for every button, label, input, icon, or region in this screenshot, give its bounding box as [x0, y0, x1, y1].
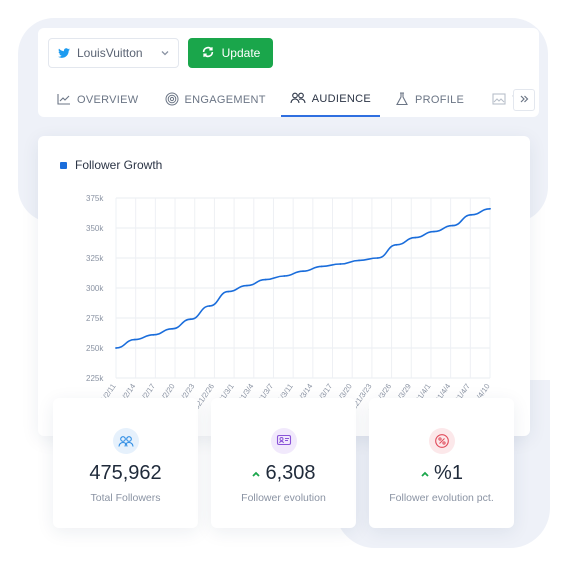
- y-tick-label: 275k: [86, 314, 104, 323]
- stat-value: %1: [369, 462, 514, 485]
- stat-value-text: 475,962: [89, 462, 162, 484]
- series-line: [115, 208, 491, 349]
- chat-user-icon: [270, 428, 297, 454]
- data-point: [246, 284, 248, 287]
- tab-label: PROFILE: [414, 94, 465, 106]
- chevron-double-right-icon: [519, 91, 529, 109]
- stat-card-follower-evolution-pct: %1 Follower evolution pct.: [369, 398, 514, 528]
- data-point: [320, 265, 323, 268]
- trend-icon: [57, 93, 71, 108]
- stat-label: Follower evolution: [241, 492, 326, 504]
- stat-label: Total Followers: [90, 492, 161, 504]
- flask-icon: [395, 91, 409, 109]
- tab-label: ENGAGEMENT: [184, 94, 266, 106]
- users-icon: [290, 92, 306, 107]
- data-point: [115, 347, 117, 349]
- twitter-icon: [57, 46, 71, 60]
- legend-swatch: [60, 161, 67, 169]
- stat-value-text: 6,308: [265, 462, 316, 484]
- update-label: Update: [221, 46, 261, 60]
- follower-growth-chart: 375k350k325k300k275k250k225k2021/2/11202…: [86, 194, 492, 414]
- data-point: [171, 327, 174, 330]
- data-point: [302, 270, 304, 273]
- top-toolbar: LouisVuitton Update OVERVIEW ENGAGEMENT: [38, 28, 539, 117]
- account-name: LouisVuitton: [77, 46, 143, 60]
- data-point: [189, 318, 192, 321]
- y-tick-label: 250k: [86, 344, 104, 353]
- refresh-icon: [201, 45, 215, 62]
- tab-overview[interactable]: OVERVIEW: [48, 83, 148, 117]
- data-point: [264, 278, 267, 281]
- stat-value: 475,962: [53, 462, 198, 485]
- account-selector[interactable]: LouisVuitton: [48, 38, 179, 68]
- y-tick-label: 375k: [86, 194, 104, 203]
- y-tick-label: 225k: [86, 374, 104, 383]
- update-button[interactable]: Update: [188, 38, 273, 68]
- data-point: [227, 290, 230, 293]
- data-point: [208, 305, 211, 307]
- percent-icon: [428, 428, 455, 454]
- stat-value: 6,308: [211, 462, 356, 485]
- data-point: [133, 338, 136, 341]
- tab-label: OVERVIEW: [77, 94, 139, 106]
- stat-card-total-followers: 475,962 Total Followers: [53, 398, 198, 528]
- data-point: [339, 263, 342, 265]
- data-point: [395, 243, 398, 246]
- stat-label: Follower evolution pct.: [389, 492, 494, 504]
- chevron-down-icon: [160, 48, 170, 58]
- y-tick-label: 350k: [86, 224, 104, 233]
- data-point: [358, 259, 360, 262]
- stat-card-follower-evolution: 6,308 Follower evolution: [211, 398, 356, 528]
- y-tick-label: 325k: [86, 254, 104, 263]
- users-icon: [112, 428, 139, 454]
- tab-audience[interactable]: AUDIENCE: [280, 83, 380, 117]
- tab-engagement[interactable]: ENGAGEMENT: [156, 83, 275, 117]
- follower-growth-chart-card: Follower Growth 375k 350k 325k 300k 275k 250k…: [38, 136, 530, 436]
- data-point: [414, 236, 417, 239]
- arrow-up-icon: [420, 469, 430, 479]
- y-tick-label: 300k: [86, 284, 104, 293]
- chart-title: Follower Growth: [75, 158, 163, 172]
- data-point: [433, 230, 435, 233]
- data-point: [152, 333, 155, 336]
- image-icon: [492, 92, 506, 108]
- chart-legend: Follower Growth: [60, 158, 162, 172]
- tab-profile[interactable]: PROFILE: [386, 83, 473, 117]
- fingerprint-icon: [165, 92, 179, 109]
- tabs-scroll-right-button[interactable]: [513, 89, 535, 111]
- tab-label: AUDIENCE: [311, 93, 371, 105]
- arrow-up-icon: [251, 469, 261, 479]
- data-point: [451, 224, 454, 227]
- tab-bar: OVERVIEW ENGAGEMENT AUDIENCE PROFILE TW: [48, 83, 539, 117]
- data-point: [470, 213, 473, 216]
- stat-value-text: %1: [434, 462, 463, 484]
- data-point: [283, 275, 286, 277]
- data-point: [489, 207, 491, 210]
- data-point: [376, 257, 379, 259]
